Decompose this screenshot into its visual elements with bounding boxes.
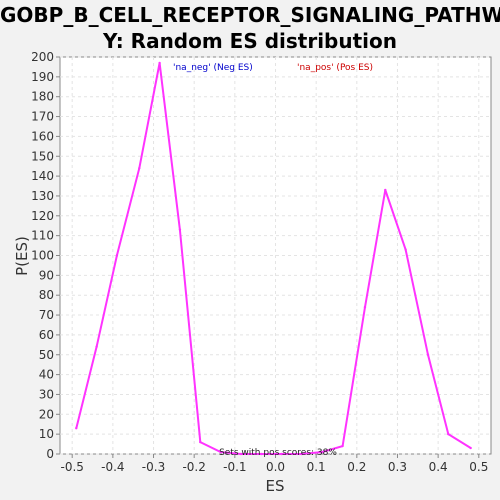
data-point [199, 440, 202, 444]
y-tick-label: 40 [39, 368, 54, 382]
series-line [75, 62, 472, 455]
chart-title-line1: GOBP_B_CELL_RECEPTOR_SIGNALING_PATHWA [0, 3, 500, 27]
y-tick-label: 170 [31, 110, 54, 124]
x-tick-label: 0.5 [469, 460, 488, 474]
legend-neg: 'na_neg' (Neg ES) [173, 63, 253, 73]
data-point [280, 452, 283, 456]
data-point [426, 353, 430, 356]
y-tick-label: 10 [39, 427, 54, 441]
data-point [95, 345, 98, 349]
data-point [138, 166, 141, 170]
y-tick-label: 110 [31, 229, 54, 243]
y-tick-label: 80 [39, 288, 54, 302]
x-tick-label: -0.5 [60, 460, 83, 474]
y-tick-label: 120 [31, 209, 54, 223]
y-tick-label: 200 [31, 50, 54, 64]
y-tick-label: 30 [39, 387, 54, 401]
data-point [239, 452, 243, 456]
y-tick-label: 70 [39, 308, 54, 322]
y-tick-label: 100 [31, 249, 54, 263]
legend-pos: 'na_pos' (Pos ES) [297, 63, 373, 73]
x-tick-label: -0.1 [223, 460, 246, 474]
data-point [447, 432, 450, 436]
data-point [115, 254, 119, 257]
data-point [219, 450, 222, 454]
x-tick-label: 0.3 [388, 460, 407, 474]
y-tick-label: 140 [31, 169, 54, 183]
x-tick-label: 0.1 [307, 460, 326, 474]
x-axis: -0.5 -0.4 -0.3 -0.2 -0.1 0.0 0.1 0.2 0.3 0.4 0.5 [60, 454, 488, 474]
x-tick-label: 0.0 [266, 460, 285, 474]
y-tick-label: 60 [39, 328, 54, 342]
x-tick-label: -0.2 [182, 460, 205, 474]
chart-title: GOBP_B_CELL_RECEPTOR_SIGNALING_PATHWA Y:… [0, 2, 500, 54]
y-tick-label: 180 [31, 90, 54, 104]
data-point [341, 444, 344, 448]
data-point [469, 446, 472, 450]
y-tick-label: 50 [39, 348, 54, 362]
chart-title-line2: Y: Random ES distribution [102, 29, 398, 53]
y-tick-label: 0 [46, 447, 54, 461]
x-tick-label: 0.4 [429, 460, 448, 474]
y-axis: 0 10 20 30 40 50 60 70 80 90 100 110 120 130 140 150 160… [31, 50, 60, 461]
y-tick-label: 130 [31, 189, 54, 203]
data-point [321, 450, 324, 454]
x-tick-label: -0.3 [142, 460, 165, 474]
x-axis-label: ES [266, 477, 285, 495]
annotation: Sets with pos scores: 38% [219, 448, 337, 458]
y-tick-label: 150 [31, 149, 54, 163]
data-point [75, 426, 78, 430]
data-point [384, 188, 387, 192]
y-tick-label: 20 [39, 407, 54, 421]
data-point [363, 305, 367, 309]
x-tick-label: -0.4 [101, 460, 124, 474]
x-tick-label: 0.2 [347, 460, 366, 474]
data-point [300, 452, 304, 456]
data-point [158, 61, 161, 65]
data-point [178, 228, 182, 231]
y-axis-label: P(ES) [13, 236, 31, 276]
data-point [404, 248, 407, 251]
y-tick-label: 90 [39, 268, 54, 282]
y-tick-label: 190 [31, 70, 54, 84]
y-tick-label: 160 [31, 129, 54, 143]
data-point [260, 452, 263, 456]
series-group [75, 61, 472, 456]
